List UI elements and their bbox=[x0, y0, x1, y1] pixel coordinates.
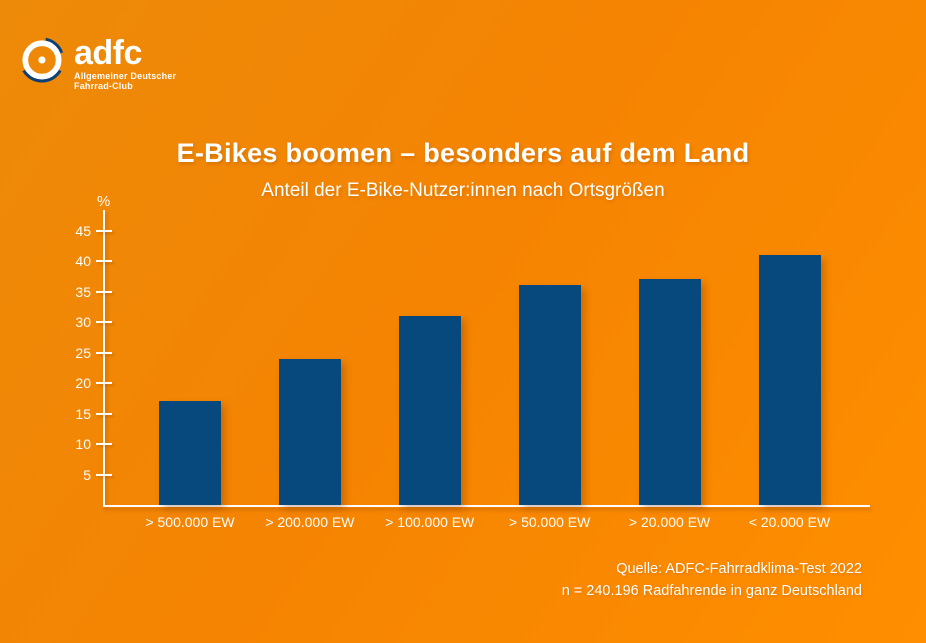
y-tick bbox=[96, 290, 112, 293]
y-tick-label: 20 bbox=[75, 375, 91, 391]
wheel-icon bbox=[22, 37, 64, 83]
y-tick bbox=[96, 412, 112, 415]
x-axis-category-label: > 200.000 EW bbox=[265, 514, 355, 530]
source-line1: Quelle: ADFC-Fahrradklima-Test 2022 bbox=[616, 561, 862, 577]
page-subtitle: Anteil der E-Bike-Nutzer:innen nach Orts… bbox=[261, 180, 665, 201]
wheel-blue-arc-bottom bbox=[22, 69, 62, 83]
source-line2: n = 240.196 Radfahrende in ganz Deutschl… bbox=[561, 583, 862, 599]
y-tick bbox=[96, 351, 112, 354]
y-tick-label: 25 bbox=[75, 344, 91, 361]
y-tick bbox=[96, 382, 112, 384]
x-axis-category-label: > 500.000 EW bbox=[145, 514, 235, 530]
y-tick bbox=[96, 473, 112, 476]
y-tick-label: 30 bbox=[75, 314, 91, 330]
page-title: E-Bikes boomen – besonders auf dem Land bbox=[176, 138, 750, 168]
y-tick bbox=[96, 443, 112, 445]
x-axis-category-label: > 100.000 EW bbox=[385, 514, 475, 530]
wheel-hub-dot bbox=[38, 56, 46, 64]
y-tick bbox=[96, 321, 112, 323]
wheel-blue-arc-top bbox=[45, 37, 64, 54]
y-axis-unit-label: % bbox=[97, 193, 111, 210]
logo-brand-name: adfc bbox=[74, 34, 142, 72]
y-tick-label: 10 bbox=[75, 436, 91, 452]
chart-bar bbox=[398, 315, 461, 505]
y-tick-label: 15 bbox=[75, 405, 91, 422]
y-tick-label: 40 bbox=[75, 253, 91, 269]
chart-bar bbox=[518, 285, 581, 505]
logo-tagline: Allgemeiner Deutscher Fahrrad-Club bbox=[74, 71, 176, 91]
logo-tagline-line1: Allgemeiner Deutscher bbox=[74, 71, 177, 81]
x-axis-category-label: > 20.000 EW bbox=[628, 514, 711, 530]
logo-text: adfc Allgemeiner Deutscher Fahrrad-Club bbox=[74, 36, 176, 91]
logo-tagline-line2: Fahrrad-Club bbox=[74, 81, 133, 91]
chart-bar bbox=[758, 254, 821, 505]
x-axis-line bbox=[103, 505, 870, 507]
y-tick-label: 35 bbox=[75, 283, 91, 300]
y-tick-label: 5 bbox=[83, 466, 91, 483]
x-axis-category-label: > 50.000 EW bbox=[509, 514, 591, 530]
y-tick bbox=[96, 229, 112, 232]
y-tick-label: 45 bbox=[75, 222, 91, 239]
adfc-logo: adfc Allgemeiner Deutscher Fahrrad-Club bbox=[18, 36, 176, 91]
chart-bar bbox=[278, 358, 341, 505]
y-axis-line bbox=[103, 210, 105, 507]
chart-bar bbox=[638, 279, 701, 505]
wheel-ring bbox=[22, 40, 62, 80]
source-note: Quelle: ADFC-Fahrradklima-Test 2022 n = … bbox=[562, 558, 862, 602]
chart-bar bbox=[159, 401, 221, 505]
x-axis-category-label: < 20.000 EW bbox=[748, 514, 831, 530]
y-tick bbox=[96, 260, 112, 262]
